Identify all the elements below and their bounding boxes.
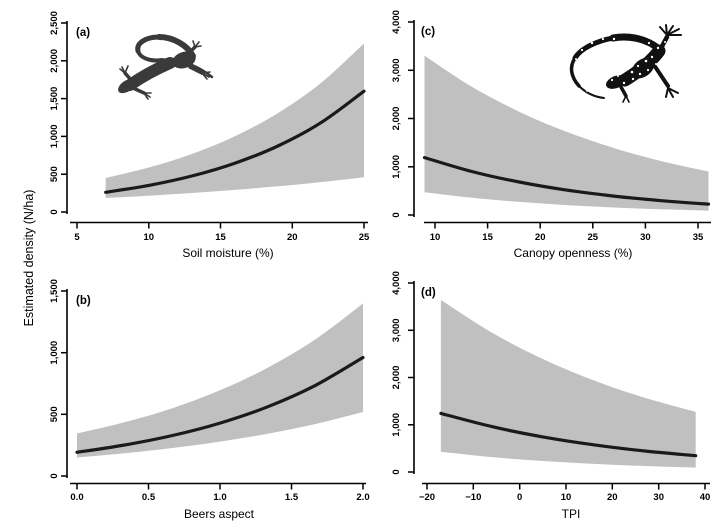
y-tick-label-d: 0	[391, 469, 402, 474]
y-tick-label-b: 1,500	[49, 279, 60, 303]
panel-b: 0.0 0.5 1.0 1.5 2.0 0 500 1,000 1,500 (b) Beers …	[49, 279, 370, 521]
x-tick-label-d: 30	[653, 492, 664, 503]
x-tick-label-d: 0	[517, 492, 522, 503]
salamander-spots	[574, 37, 666, 92]
x-axis-title-beers-aspect: Beers aspect	[184, 507, 255, 521]
x-tick-label-c: 20	[535, 232, 546, 243]
x-tick-label-c: 30	[640, 232, 651, 243]
y-tick-label-c: 0	[391, 212, 402, 217]
panel-label-d: (d)	[421, 287, 436, 299]
panel-label-a: (a)	[76, 27, 90, 39]
y-tick-label-a: 1,000	[49, 125, 60, 149]
panel-a: 5 10 15 20 25 0 500 1,000 1,500 2,000 2,500 (a) So…	[49, 11, 370, 260]
x-axis-title-canopy-openness: Canopy openness (%)	[514, 246, 633, 260]
y-tick-label-d: 1,000	[391, 413, 402, 437]
panel-label-b: (b)	[76, 295, 91, 307]
x-axis-title-soil-moisture: Soil moisture (%)	[182, 246, 273, 260]
panel-c: 10 15 20 25 30 35 0 1,000 2,000 3,000 4,000 (c) Ca…	[391, 10, 711, 260]
x-tick-label-d: 40	[700, 492, 711, 503]
x-tick-label-d: −10	[465, 492, 481, 503]
x-tick-label-d: −20	[419, 492, 435, 503]
y-tick-label-a: 500	[49, 166, 60, 182]
x-tick-label-a: 5	[74, 232, 80, 243]
y-tick-label-d: 3,000	[391, 318, 402, 342]
confidence-band-b	[77, 303, 363, 458]
y-tick-label-a: 0	[49, 209, 60, 214]
x-axis-title-tpi: TPI	[562, 507, 581, 521]
panel-d-plot: −20 −10 0 10 20 30 40 0 1,000 2,000 3,000 4,000	[391, 271, 710, 503]
x-tick-label-c: 10	[430, 232, 441, 243]
mean-curve-b	[75, 355, 365, 454]
x-tick-label-b: 2.0	[356, 492, 369, 503]
y-tick-label-c: 4,000	[391, 10, 402, 34]
y-tick-label-a: 2,000	[49, 49, 60, 73]
y-tick-label-b: 0	[49, 473, 60, 478]
x-tick-label-a: 15	[215, 232, 226, 243]
y-tick-label-a: 2,500	[49, 11, 60, 35]
y-tick-label-b: 500	[49, 406, 60, 422]
panel-a-plot: 5 10 15 20 25 0 500 1,000 1,500 2,000 2,500	[49, 11, 370, 243]
panel-b-plot: 0.0 0.5 1.0 1.5 2.0 0 500 1,000 1,500	[49, 279, 370, 503]
mean-curve-a	[104, 89, 366, 194]
y-tick-label-d: 4,000	[391, 271, 402, 295]
x-tick-label-a: 20	[287, 232, 298, 243]
confidence-band-c	[424, 55, 709, 211]
y-tick-label-c: 1,000	[391, 155, 402, 179]
confidence-band-d	[440, 300, 696, 468]
x-tick-label-c: 25	[588, 232, 599, 243]
x-tick-label-b: 1.5	[285, 492, 299, 503]
y-axis-title-shared: Estimated density (N/ha)	[22, 190, 36, 327]
y-tick-label-b: 1,000	[49, 341, 60, 365]
x-tick-label-b: 0.0	[70, 492, 83, 503]
y-tick-label-c: 3,000	[391, 58, 402, 82]
x-tick-label-a: 10	[144, 232, 155, 243]
x-tick-label-c: 15	[482, 232, 493, 243]
x-tick-label-c: 35	[693, 232, 704, 243]
confidence-band-a	[105, 43, 364, 198]
panel-c-plot: 10 15 20 25 30 35 0 1,000 2,000 3,000 4,000	[391, 10, 711, 243]
smooth-salamander-icon	[118, 34, 214, 100]
mean-curve-c	[422, 156, 711, 206]
y-tick-label-d: 2,000	[391, 366, 402, 390]
spotted-salamander-icon	[569, 24, 682, 103]
x-tick-label-b: 1.0	[213, 492, 226, 503]
panel-d: −20 −10 0 10 20 30 40 0 1,000 2,000 3,000 4,000 (d)…	[391, 271, 710, 521]
x-tick-label-a: 25	[359, 232, 370, 243]
x-tick-label-d: 20	[607, 492, 618, 503]
x-tick-label-b: 0.5	[142, 492, 156, 503]
mean-curve-d	[439, 411, 698, 458]
panel-label-c: (c)	[421, 26, 435, 38]
x-tick-label-d: 10	[561, 492, 572, 503]
y-tick-label-c: 2,000	[391, 107, 402, 131]
y-tick-label-a: 1,500	[49, 87, 60, 111]
